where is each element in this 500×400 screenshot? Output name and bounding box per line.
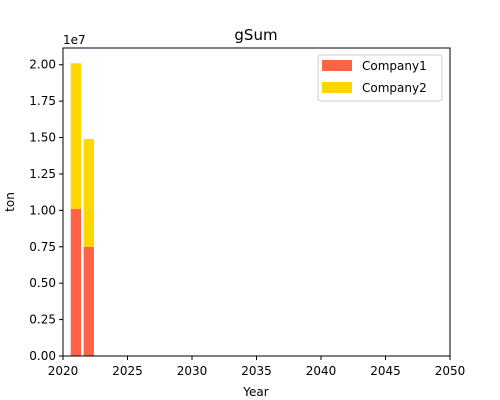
y-tick-label-6: 1.50 <box>29 131 56 145</box>
x-tick-label-2040: 2040 <box>306 364 337 378</box>
x-tick-label-2045: 2045 <box>370 364 401 378</box>
y-tick-label-0: 0.00 <box>29 349 56 363</box>
x-axis-label: Year <box>242 385 268 399</box>
y-tick-label-4: 1.00 <box>29 203 56 217</box>
bar-company2-2022 <box>83 139 94 247</box>
y-tick-label-1: 0.25 <box>29 313 56 327</box>
y-tick-label-2: 0.50 <box>29 276 56 290</box>
y-tick-label-3: 0.75 <box>29 240 56 254</box>
legend-swatch-company1 <box>322 60 352 71</box>
y-axis-label: ton <box>3 192 17 212</box>
x-tick-label-2020: 2020 <box>48 364 79 378</box>
y-offset-label: 1e7 <box>63 33 86 47</box>
chart-title: gSum <box>234 26 277 44</box>
y-tick-label-5: 1.25 <box>29 167 56 181</box>
bar-company2-2021 <box>70 63 82 209</box>
legend-label-company1: Company1 <box>362 59 427 73</box>
x-tick-label-2035: 2035 <box>241 364 272 378</box>
x-tick-label-2030: 2030 <box>177 364 208 378</box>
x-tick-label-2050: 2050 <box>435 364 466 378</box>
y-tick-label-7: 1.75 <box>29 94 56 108</box>
y-tick-label-8: 2.00 <box>29 58 56 72</box>
legend-label-company2: Company2 <box>362 81 427 95</box>
bar-company1-2022 <box>83 246 94 356</box>
x-tick-label-2025: 2025 <box>112 364 143 378</box>
legend: Company1 Company2 <box>317 54 443 102</box>
plot-area: 2020 2025 2030 2035 2040 2045 2050 0.00 0.25 0.50… <box>29 47 466 378</box>
bar-company1-2021 <box>70 208 82 356</box>
legend-swatch-company2 <box>322 82 352 93</box>
